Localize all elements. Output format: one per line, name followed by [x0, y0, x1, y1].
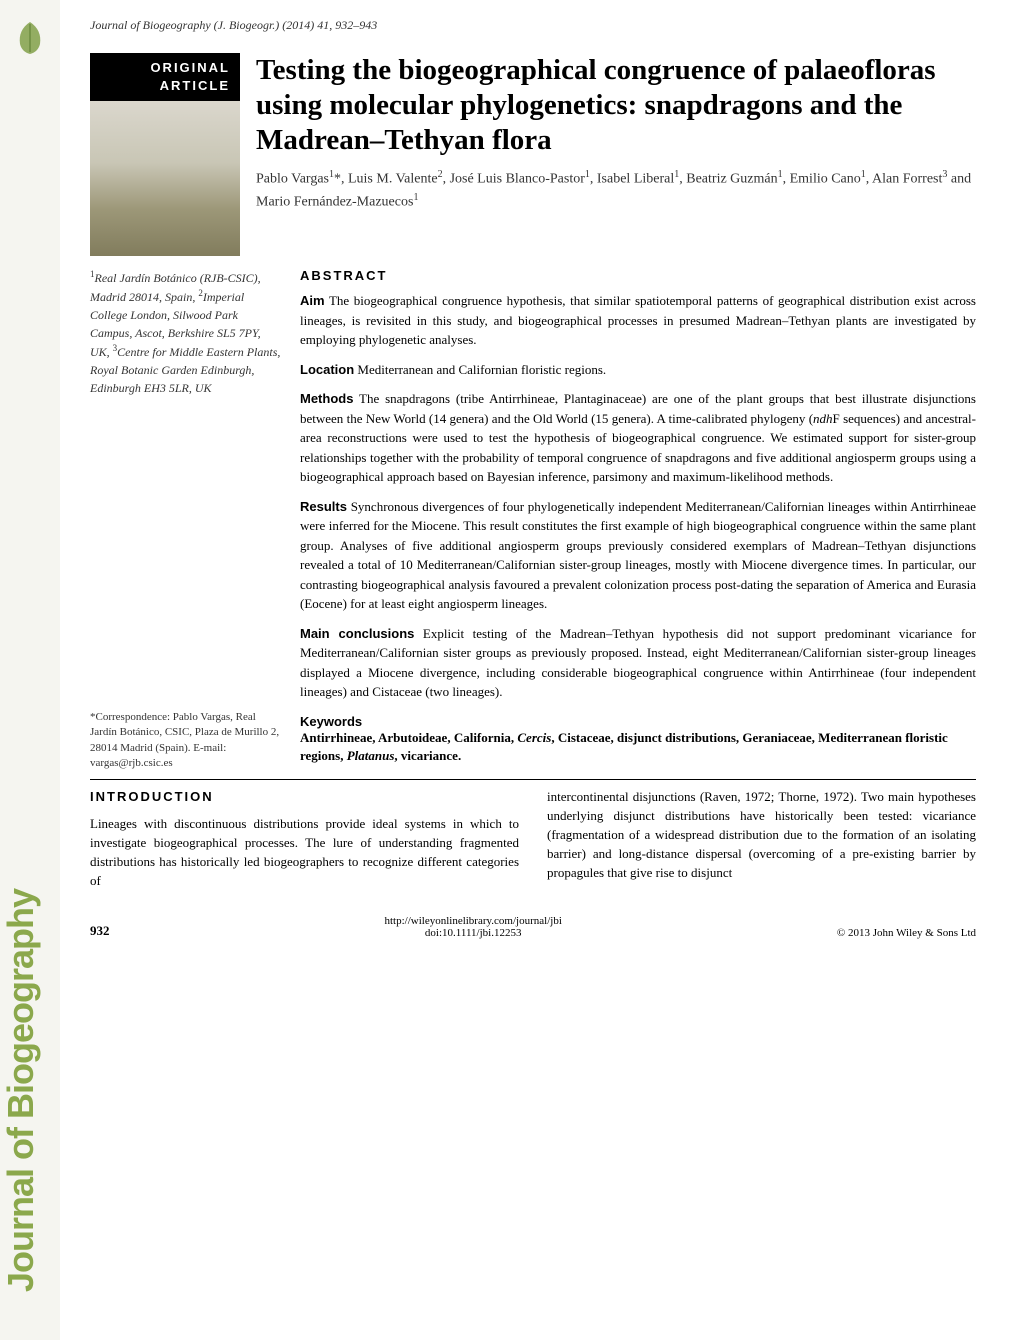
intro-text-1: Lineages with discontinuous distribution…: [90, 816, 519, 888]
article-title: Testing the biogeographical congruence o…: [256, 53, 976, 157]
intro-col-right: intercontinental disjunctions (Raven, 19…: [547, 788, 976, 890]
abstract-heading: ABSTRACT: [300, 268, 976, 283]
abstract-column: ABSTRACT Aim The biogeographical congrue…: [300, 268, 976, 712]
section-divider: [90, 779, 976, 780]
abstract-location: Location Mediterranean and Californian f…: [300, 360, 976, 380]
footer-url: http://wileyonlinelibrary.com/journal/jb…: [110, 915, 837, 927]
keywords-heading: Keywords: [300, 714, 976, 729]
abstract-conclusions: Main conclusions Explicit testing of the…: [300, 624, 976, 702]
correspondence: *Correspondence: Pablo Vargas, Real Jard…: [90, 710, 300, 772]
title-block: Testing the biogeographical congruence o…: [240, 53, 976, 256]
leaf-icon: [12, 20, 48, 56]
article-type-badge: ORIGINAL ARTICLE: [90, 53, 240, 101]
badge-line2: ARTICLE: [100, 77, 230, 95]
authors: Pablo Vargas1*, Luis M. Valente2, José L…: [256, 167, 976, 212]
intro-text-2: intercontinental disjunctions (Raven, 19…: [547, 789, 976, 879]
journal-vertical-title: Journal of Biogeography: [0, 889, 42, 1292]
intro-col-left: INTRODUCTION Lineages with discontinuous…: [90, 788, 519, 890]
introduction-section: INTRODUCTION Lineages with discontinuous…: [90, 788, 976, 890]
page-footer: 932 http://wileyonlinelibrary.com/journa…: [90, 915, 976, 939]
corr-keywords-row: *Correspondence: Pablo Vargas, Real Jard…: [90, 710, 976, 772]
abstract-methods: Methods The snapdragons (tribe Antirrhin…: [300, 389, 976, 487]
article-badge: ORIGINAL ARTICLE: [90, 53, 240, 256]
keywords-list: Antirrhineae, Arbutoideae, California, C…: [300, 730, 948, 763]
footer-copyright: © 2013 John Wiley & Sons Ltd: [837, 927, 976, 939]
affil-abstract-row: 1Real Jardín Botánico (RJB-CSIC), Madrid…: [90, 268, 976, 712]
journal-citation: Journal of Biogeography (J. Biogeogr.) (…: [90, 18, 976, 33]
page-number: 932: [90, 923, 110, 939]
footer-doi: doi:10.1111/jbi.12253: [110, 927, 837, 939]
badge-image: [90, 101, 240, 256]
affiliations: 1Real Jardín Botánico (RJB-CSIC), Madrid…: [90, 268, 300, 712]
badge-line1: ORIGINAL: [100, 59, 230, 77]
journal-sidebar: Journal of Biogeography: [0, 0, 60, 1340]
article-header-block: ORIGINAL ARTICLE Testing the biogeograph…: [90, 53, 976, 256]
footer-center: http://wileyonlinelibrary.com/journal/jb…: [110, 915, 837, 939]
main-content: Journal of Biogeography (J. Biogeogr.) (…: [80, 0, 1000, 957]
introduction-heading: INTRODUCTION: [90, 788, 519, 807]
keywords-text: Antirrhineae, Arbutoideae, California, C…: [300, 729, 976, 765]
abstract-results: Results Synchronous divergences of four …: [300, 497, 976, 614]
keywords-column: Keywords Antirrhineae, Arbutoideae, Cali…: [300, 710, 976, 772]
abstract-aim: Aim The biogeographical congruence hypot…: [300, 291, 976, 350]
